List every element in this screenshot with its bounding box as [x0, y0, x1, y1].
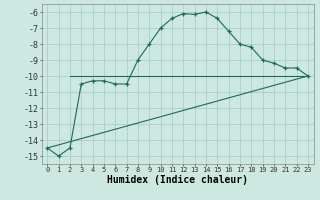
X-axis label: Humidex (Indice chaleur): Humidex (Indice chaleur) — [107, 175, 248, 185]
